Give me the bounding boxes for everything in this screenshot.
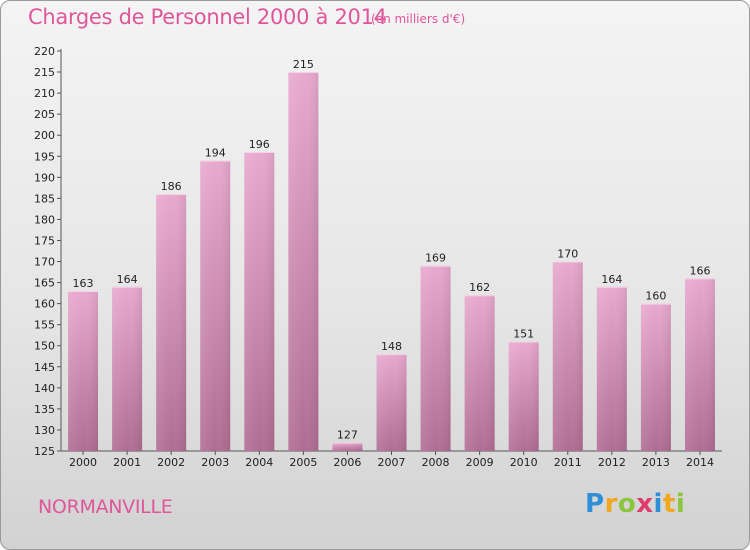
y-tick-label: 205 xyxy=(34,108,55,121)
y-tick-label: 160 xyxy=(34,298,55,311)
x-tick-label: 2003 xyxy=(201,456,229,469)
bar-value-label: 170 xyxy=(557,248,578,261)
bar-shade xyxy=(68,291,99,451)
y-tick-label: 150 xyxy=(34,340,55,353)
y-tick-label: 195 xyxy=(34,150,55,163)
x-tick-label: 2007 xyxy=(378,456,406,469)
bar-value-label: 148 xyxy=(381,340,402,353)
bar-value-label: 127 xyxy=(337,429,358,442)
y-tick-label: 125 xyxy=(34,445,55,458)
logo-letter: t xyxy=(662,489,676,519)
bar-shade xyxy=(596,286,627,451)
bar-shade xyxy=(112,286,143,451)
bar-value-label: 166 xyxy=(689,264,710,277)
y-tick-label: 190 xyxy=(34,171,55,184)
y-tick-label: 215 xyxy=(34,66,55,79)
bar-shade xyxy=(288,72,319,451)
y-tick-label: 210 xyxy=(34,87,55,100)
x-tick-label: 2009 xyxy=(466,456,494,469)
bar-value-label: 194 xyxy=(205,146,226,159)
y-tick-label: 220 xyxy=(34,45,55,58)
bar-shade xyxy=(376,354,407,451)
bar-shade xyxy=(552,261,583,451)
bar-value-label: 164 xyxy=(117,273,138,286)
x-tick-label: 2004 xyxy=(245,456,273,469)
bar-shade xyxy=(420,265,451,451)
bar-shade xyxy=(156,194,187,451)
bar-value-label: 151 xyxy=(513,328,534,341)
logo-letter: i xyxy=(653,489,663,519)
x-tick-label: 2005 xyxy=(289,456,317,469)
y-tick-label: 140 xyxy=(34,382,55,395)
bar-value-label: 169 xyxy=(425,252,446,265)
bar-shade xyxy=(508,341,539,451)
chart-axes: 125 130 135 140 145 150 155 160 165 170 175 180 185 1… xyxy=(34,45,722,469)
bar-shade xyxy=(244,152,275,452)
y-tick-label: 200 xyxy=(34,129,55,142)
bar-shade xyxy=(200,160,231,451)
x-tick-label: 2012 xyxy=(598,456,626,469)
y-tick-label: 155 xyxy=(34,319,55,332)
x-tick-label: 2011 xyxy=(554,456,582,469)
logo-letter: o xyxy=(617,489,637,519)
x-tick-label: 2002 xyxy=(157,456,185,469)
y-tick-label: 185 xyxy=(34,192,55,205)
y-tick-label: 130 xyxy=(34,424,55,437)
x-tick-label: 2000 xyxy=(69,456,97,469)
x-tick-label: 2008 xyxy=(422,456,450,469)
proxiti-logo[interactable]: Proxiti xyxy=(585,489,685,519)
bar-value-label: 162 xyxy=(469,281,490,294)
bar-value-label: 196 xyxy=(249,138,270,151)
y-tick-label: 145 xyxy=(34,361,55,374)
bar-value-label: 186 xyxy=(161,180,182,193)
bar-shade xyxy=(464,295,495,451)
x-tick-label: 2001 xyxy=(113,456,141,469)
chart-subtitle: (en milliers d'€) xyxy=(371,12,466,26)
chart-bars: 163 164 186 194 196 215 127 148 169 162 151 170 164 1… xyxy=(68,58,715,452)
bar-value-label: 215 xyxy=(293,58,314,71)
chart-title: Charges de Personnel 2000 à 2014 xyxy=(28,5,387,29)
y-tick-label: 175 xyxy=(34,234,55,247)
city-name: NORMANVILLE xyxy=(38,496,173,518)
bar-value-label: 160 xyxy=(645,290,666,303)
y-tick-label: 180 xyxy=(34,213,55,226)
logo-letter: x xyxy=(636,489,654,519)
y-tick-label: 170 xyxy=(34,256,55,269)
x-tick-label: 2010 xyxy=(510,456,538,469)
bar-value-label: 164 xyxy=(601,273,622,286)
bar-shade xyxy=(640,303,671,451)
y-tick-label: 165 xyxy=(34,277,55,290)
logo-letter: r xyxy=(604,489,618,519)
bar-value-label: 163 xyxy=(73,277,94,290)
x-tick-label: 2006 xyxy=(333,456,361,469)
logo-letter: P xyxy=(585,489,605,519)
bar-shade xyxy=(684,278,715,451)
logo-letter: i xyxy=(675,489,686,519)
y-tick-label: 135 xyxy=(34,403,55,416)
x-tick-label: 2014 xyxy=(686,456,714,469)
x-tick-label: 2013 xyxy=(642,456,670,469)
bar-shade xyxy=(332,442,363,451)
